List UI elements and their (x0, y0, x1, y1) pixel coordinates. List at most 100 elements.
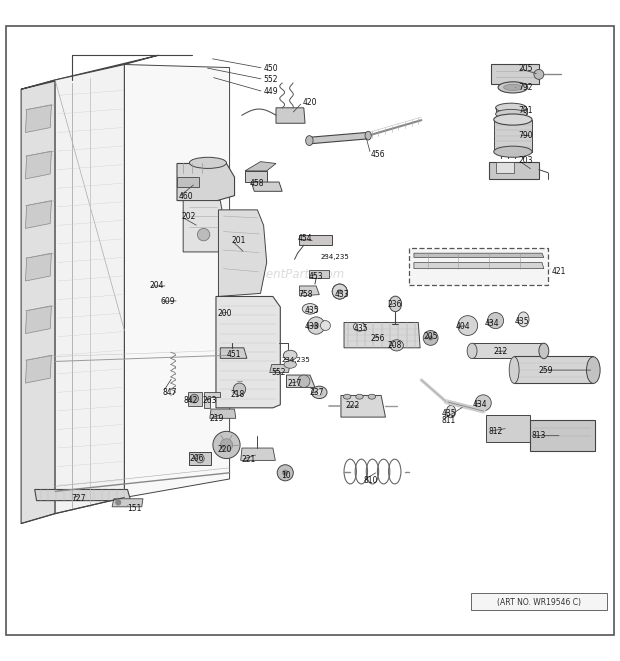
Text: 202: 202 (181, 212, 196, 221)
Text: 435: 435 (305, 305, 320, 315)
Ellipse shape (509, 357, 519, 383)
Polygon shape (177, 177, 198, 187)
FancyBboxPatch shape (409, 249, 548, 286)
Ellipse shape (539, 343, 549, 359)
Ellipse shape (311, 386, 327, 399)
Text: 453: 453 (309, 272, 324, 280)
Text: 847: 847 (163, 388, 177, 397)
Text: 201: 201 (231, 236, 246, 245)
Text: 263: 263 (202, 396, 217, 405)
Polygon shape (177, 163, 234, 200)
Polygon shape (276, 108, 305, 123)
Circle shape (220, 439, 232, 451)
Polygon shape (35, 490, 131, 500)
Text: 434: 434 (484, 319, 499, 329)
Ellipse shape (390, 340, 404, 351)
Text: 456: 456 (371, 149, 385, 159)
Polygon shape (299, 235, 332, 245)
Text: 205: 205 (518, 63, 533, 73)
Polygon shape (344, 323, 420, 348)
Polygon shape (25, 200, 51, 229)
Circle shape (321, 321, 330, 330)
Circle shape (332, 284, 347, 299)
Text: 217: 217 (287, 379, 301, 388)
Text: 222: 222 (345, 401, 360, 410)
Text: 812: 812 (488, 427, 502, 436)
Text: 203: 203 (518, 156, 533, 165)
Circle shape (487, 313, 503, 329)
Ellipse shape (494, 114, 532, 125)
Ellipse shape (316, 389, 323, 395)
Text: 609: 609 (161, 297, 175, 306)
Polygon shape (189, 451, 211, 465)
Polygon shape (183, 200, 223, 252)
Polygon shape (25, 253, 51, 281)
Text: 810: 810 (363, 476, 378, 485)
Circle shape (534, 69, 544, 79)
Polygon shape (486, 415, 529, 442)
Circle shape (308, 317, 325, 334)
Text: 234,235: 234,235 (281, 356, 310, 363)
Circle shape (233, 383, 246, 395)
Text: (ART NO. WR19546 C): (ART NO. WR19546 C) (497, 598, 581, 607)
Polygon shape (241, 448, 275, 461)
Text: 552: 552 (264, 75, 278, 84)
Ellipse shape (495, 109, 526, 118)
Circle shape (313, 323, 319, 329)
Circle shape (332, 284, 347, 299)
Text: 204: 204 (149, 282, 164, 290)
Circle shape (197, 229, 210, 241)
Circle shape (458, 316, 477, 335)
Polygon shape (187, 393, 202, 406)
Ellipse shape (284, 361, 296, 368)
Ellipse shape (303, 303, 317, 314)
Ellipse shape (283, 350, 297, 360)
Ellipse shape (389, 296, 402, 311)
Polygon shape (414, 262, 544, 268)
Polygon shape (218, 210, 267, 297)
Polygon shape (220, 348, 247, 358)
Text: 151: 151 (128, 504, 142, 512)
Polygon shape (125, 65, 229, 498)
Polygon shape (203, 393, 220, 408)
Text: 811: 811 (442, 416, 456, 425)
Polygon shape (25, 355, 51, 383)
Polygon shape (341, 395, 386, 417)
Polygon shape (245, 171, 267, 182)
Ellipse shape (306, 136, 313, 145)
Ellipse shape (353, 323, 366, 331)
Polygon shape (309, 270, 329, 278)
Ellipse shape (494, 146, 532, 157)
Circle shape (115, 499, 122, 506)
Ellipse shape (368, 394, 376, 399)
Text: 790: 790 (518, 131, 533, 140)
Circle shape (423, 330, 438, 345)
Polygon shape (494, 120, 532, 152)
Polygon shape (489, 162, 539, 179)
Circle shape (298, 375, 310, 387)
Circle shape (475, 395, 491, 411)
Text: 236: 236 (388, 300, 402, 309)
Text: 451: 451 (227, 350, 242, 359)
Text: 460: 460 (179, 192, 193, 202)
Polygon shape (25, 104, 51, 133)
Text: 218: 218 (230, 390, 244, 399)
Polygon shape (25, 306, 51, 334)
Polygon shape (251, 182, 282, 191)
Text: 256: 256 (371, 334, 385, 343)
Circle shape (277, 465, 293, 481)
Polygon shape (491, 65, 539, 85)
Text: 206: 206 (189, 454, 204, 463)
Text: 205: 205 (423, 332, 438, 341)
Ellipse shape (518, 312, 529, 327)
Polygon shape (21, 80, 55, 524)
Circle shape (337, 289, 342, 294)
Text: 433: 433 (335, 290, 349, 299)
Text: 421: 421 (552, 266, 566, 276)
Text: 813: 813 (531, 431, 546, 440)
Polygon shape (25, 151, 51, 179)
Text: 450: 450 (264, 63, 278, 73)
Text: 404: 404 (456, 323, 471, 331)
Circle shape (282, 470, 288, 476)
Text: 552: 552 (272, 368, 286, 377)
